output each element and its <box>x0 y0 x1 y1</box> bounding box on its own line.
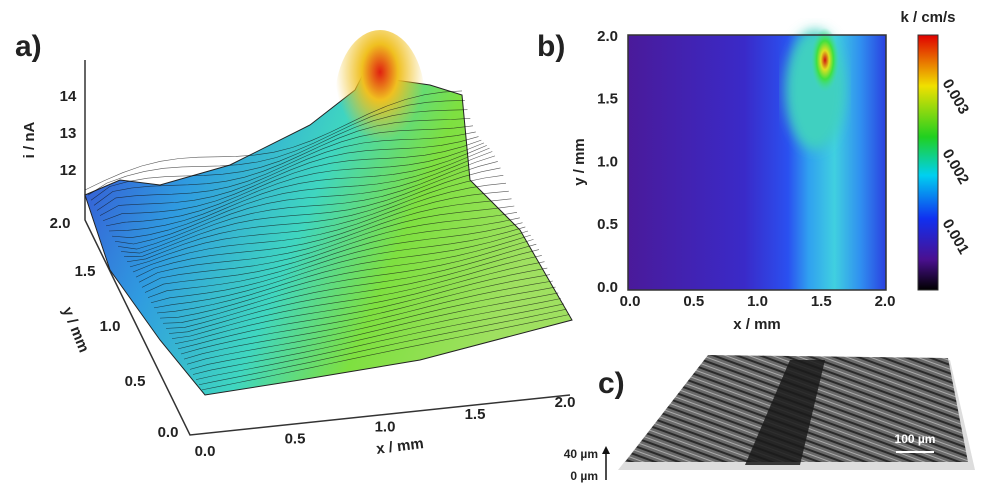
contour-line <box>180 274 551 355</box>
contour-line <box>96 125 474 211</box>
contour-line <box>102 136 479 222</box>
contour-line <box>129 175 504 268</box>
contour-line <box>144 212 518 293</box>
z-tick-label: 12 <box>60 162 77 179</box>
z-axis-label: i / nA <box>21 122 38 159</box>
contour-line <box>159 234 531 319</box>
x-tick-label: 1.0 <box>747 293 768 310</box>
panel-label: a) <box>15 30 42 63</box>
x-tick-label: 1.0 <box>375 418 396 435</box>
heatmap-hotspot <box>811 28 839 92</box>
colorbar-tick-label: 0.001 <box>939 216 972 257</box>
contour-line <box>165 243 537 329</box>
contour-line <box>99 131 476 216</box>
y-axis-label: y / mm <box>59 305 93 355</box>
x-axis-label: x / mm <box>375 435 424 458</box>
axes <box>84 60 571 436</box>
contour-line <box>84 90 463 191</box>
panel-label: b) <box>537 30 565 63</box>
contour-line <box>108 142 485 232</box>
colorbar-tick-label: 0.002 <box>939 146 972 187</box>
contour-line <box>174 261 545 345</box>
contour-line <box>138 198 512 283</box>
y-tick-label: 0.0 <box>597 279 618 296</box>
contour-line <box>111 145 487 239</box>
contour-line <box>120 155 496 254</box>
y-tick-label: 0.5 <box>597 216 618 233</box>
scratch <box>745 360 825 465</box>
x-tick-label: 1.5 <box>465 406 486 423</box>
scale-label: 0 µm <box>570 469 598 483</box>
contour-line <box>162 239 534 324</box>
contour-line <box>189 292 559 370</box>
panel-b: b) y / mm x / mm 2.0 1.5 1.0 0.5 0.00.0 0.5 1.… <box>537 9 972 333</box>
x-tick-label: 0.0 <box>195 443 216 460</box>
panel-label: c) <box>598 367 625 400</box>
x-tick-label: 0.0 <box>620 293 641 310</box>
panel-c: c) 40 µm 0 µm 100 µm <box>564 355 975 483</box>
x-axis-label: x / mm <box>733 316 781 333</box>
contour-line <box>198 308 567 386</box>
contour-line <box>135 190 509 278</box>
arrow-head <box>602 446 610 454</box>
x-tick-label: 0.5 <box>683 293 704 310</box>
heatmap <box>628 35 886 290</box>
contour-line <box>117 151 493 250</box>
contour-line <box>168 249 540 334</box>
y-axis-label: y / mm <box>571 138 588 186</box>
x-tick-label: 2.0 <box>555 394 576 411</box>
contour-line <box>171 255 542 339</box>
y-tick-label: 0.5 <box>125 373 146 390</box>
contour-line <box>183 280 553 360</box>
x-tick-label: 2.0 <box>875 293 896 310</box>
y-tick-label: 1.0 <box>100 318 121 335</box>
x-tick-label: 1.5 <box>811 293 832 310</box>
colorbar <box>917 34 939 291</box>
z-tick-label: 13 <box>60 125 77 142</box>
y-tick-label: 0.0 <box>158 424 179 441</box>
contour-line <box>195 303 564 380</box>
colorbar-title: k / cm/s <box>900 9 955 26</box>
plot-frame <box>627 34 887 291</box>
y-tick-label: 1.5 <box>75 263 96 280</box>
y-tick-label: 2.0 <box>597 28 618 45</box>
contour-line <box>87 100 465 196</box>
contour-line <box>156 230 529 314</box>
contour-line <box>192 298 562 375</box>
contour-line <box>105 139 482 227</box>
contour-line <box>90 109 468 201</box>
contour-line <box>150 222 523 304</box>
surface-peak <box>335 30 425 170</box>
colorbar-tick-label: 0.003 <box>939 76 972 117</box>
y-tick-label: 1.5 <box>597 91 618 108</box>
scale-label: 40 µm <box>564 447 598 461</box>
y-tick-label: 2.0 <box>50 215 71 232</box>
contour-line <box>123 161 498 257</box>
contour-line <box>201 314 570 391</box>
z-tick-label: 14 <box>60 88 77 105</box>
contour-line <box>132 182 507 273</box>
contour-line <box>177 267 548 350</box>
scale-bar-label: 100 µm <box>895 432 936 446</box>
contour-line <box>93 118 471 206</box>
contour-line <box>141 205 515 288</box>
x-tick-label: 0.5 <box>285 431 306 448</box>
contour-line <box>153 226 526 309</box>
contour-line <box>147 217 520 298</box>
contour-line <box>114 147 490 245</box>
contour-line <box>126 167 501 263</box>
y-tick-label: 1.0 <box>597 153 618 170</box>
contour-line <box>186 286 556 365</box>
